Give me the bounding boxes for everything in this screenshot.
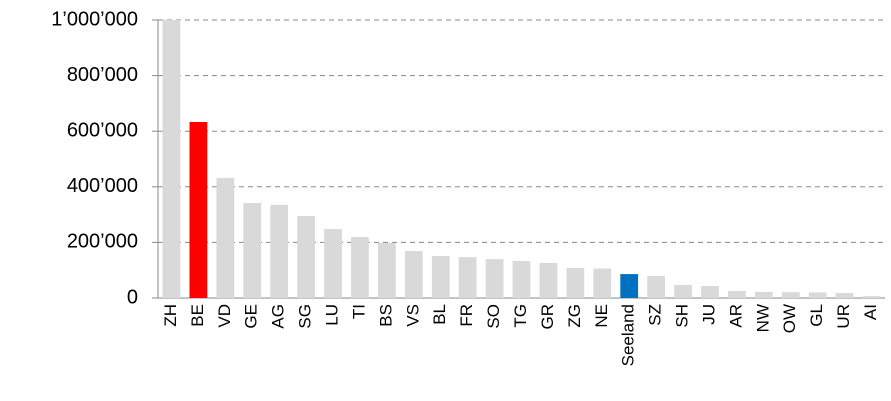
bar [808,292,827,298]
x-tick-label: TG [511,304,530,328]
x-tick-label: ZG [565,304,584,328]
x-tick-label: BS [376,304,395,327]
bar [728,291,746,298]
x-tick-label: AR [726,304,745,328]
bar [566,267,585,298]
x-tick-label: VD [215,304,234,328]
bar [243,202,262,298]
y-tick-label: 600’000 [67,119,138,141]
x-tick-label: ZH [161,304,180,327]
x-tick-label: GE [242,304,261,329]
bar [324,229,342,298]
x-tick-label: SH [673,304,692,328]
x-tick-label: AI [861,304,880,320]
x-tick-label: SZ [646,304,665,326]
bar [539,262,558,298]
bar [162,20,181,298]
x-tick-label: NE [592,304,611,328]
x-tick-label: SO [484,304,503,329]
bar [351,237,369,298]
bar [620,274,639,298]
x-tick-label: LU [323,304,342,326]
bar [270,204,289,298]
x-tick-label: JU [699,304,718,325]
x-tick-label: UR [834,304,853,329]
bar [862,296,881,298]
x-tick-label: BL [430,304,449,325]
x-tick-label: Seeland [619,304,638,366]
x-tick-label: FR [457,304,476,327]
y-tick-label: 1’000’000 [51,8,138,30]
y-tick-label: 400’000 [67,175,138,197]
bar [593,268,612,298]
bar [512,261,531,298]
bar [458,257,477,298]
bar [485,259,504,298]
bar [674,284,692,298]
bar [431,256,450,298]
bar [781,292,800,298]
x-tick-label: BE [188,304,207,327]
x-tick-label: NW [753,304,772,332]
x-tick-label: VS [403,304,422,327]
bar [754,291,773,298]
bar [647,276,666,298]
y-tick-label: 200’000 [67,231,138,253]
x-tick-label: GR [538,304,557,330]
bar [701,286,719,298]
y-tick-label: 800’000 [67,64,138,86]
x-tick-label: OW [780,304,799,333]
bar [404,251,423,298]
x-tick-label: AG [269,304,288,329]
bar [835,292,854,298]
bar [377,242,396,298]
y-tick-label: 0 [127,286,138,308]
bar [189,122,208,298]
x-tick-label: GL [807,304,826,327]
x-tick-label: TI [349,304,368,319]
bar [297,215,315,298]
x-tick-label: SG [296,304,315,329]
bar [216,177,235,298]
